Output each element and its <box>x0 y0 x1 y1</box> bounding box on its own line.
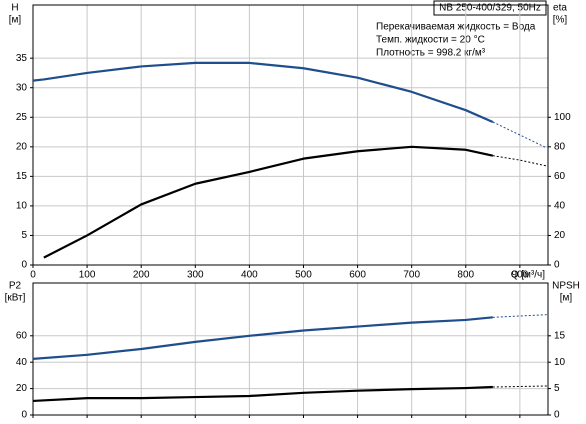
annotation: Темп. жидкости = 20 °C <box>376 35 485 46</box>
curve <box>492 155 548 167</box>
y2-axis-label: NPSH <box>552 281 580 292</box>
y-tick-label: 30 <box>16 82 28 93</box>
y2-tick-label: 5 <box>554 383 560 394</box>
y-tick-label: 10 <box>16 201 28 212</box>
x-axis-label: Q [м³/ч] <box>511 270 546 281</box>
annotation: Плотность = 998.2 кг/м³ <box>376 48 486 59</box>
y2-tick-label: 80 <box>554 141 566 152</box>
chart-title: NB 250-400/329, 50Hz <box>439 3 541 14</box>
y-tick-label: 0 <box>21 410 27 421</box>
annotation: Перекачиваемая жидкость = Вода <box>376 22 536 33</box>
y-tick-label: 15 <box>16 171 28 182</box>
y2-axis-unit: [%] <box>553 15 568 26</box>
x-tick-label: 300 <box>187 270 204 281</box>
y-tick-label: 20 <box>16 383 28 394</box>
x-tick-label: 700 <box>403 270 420 281</box>
y-tick-label: 20 <box>16 141 28 152</box>
y2-axis-label: eta <box>553 3 567 14</box>
y2-tick-label: 10 <box>554 357 566 368</box>
y2-tick-label: 60 <box>554 171 566 182</box>
y-axis-label: H <box>11 3 18 14</box>
y-tick-label: 5 <box>21 230 27 241</box>
y-tick-label: 25 <box>16 112 28 123</box>
y-axis-unit: [м] <box>9 15 22 26</box>
y-tick-label: 0 <box>21 260 27 271</box>
x-tick-label: 600 <box>349 270 366 281</box>
x-tick-label: 800 <box>457 270 474 281</box>
x-tick-label: 500 <box>295 270 312 281</box>
y-axis-label: P2 <box>9 281 22 292</box>
y2-axis-unit: [м] <box>560 293 573 304</box>
x-tick-label: 200 <box>133 270 150 281</box>
y2-tick-label: 15 <box>554 330 566 341</box>
x-tick-label: 100 <box>79 270 96 281</box>
y2-tick-label: 40 <box>554 201 566 212</box>
x-tick-label: 0 <box>30 270 36 281</box>
curve <box>32 316 493 360</box>
plot-frame <box>32 282 549 416</box>
curve <box>32 385 493 403</box>
y2-tick-label: 20 <box>554 230 566 241</box>
y2-tick-label: 100 <box>554 112 571 123</box>
y2-tick-label: 0 <box>554 410 560 421</box>
curve <box>492 314 547 318</box>
curve <box>492 385 547 388</box>
y-tick-label: 60 <box>16 330 28 341</box>
y-tick-label: 40 <box>16 357 28 368</box>
curve <box>43 145 494 259</box>
y2-tick-label: 0 <box>554 260 560 271</box>
y-axis-unit: [кВт] <box>5 293 26 304</box>
x-tick-label: 400 <box>241 270 258 281</box>
x-tick-label: 900 <box>512 270 529 281</box>
y-tick-label: 35 <box>16 53 28 64</box>
curve <box>32 61 494 124</box>
plot-frame <box>32 4 549 266</box>
